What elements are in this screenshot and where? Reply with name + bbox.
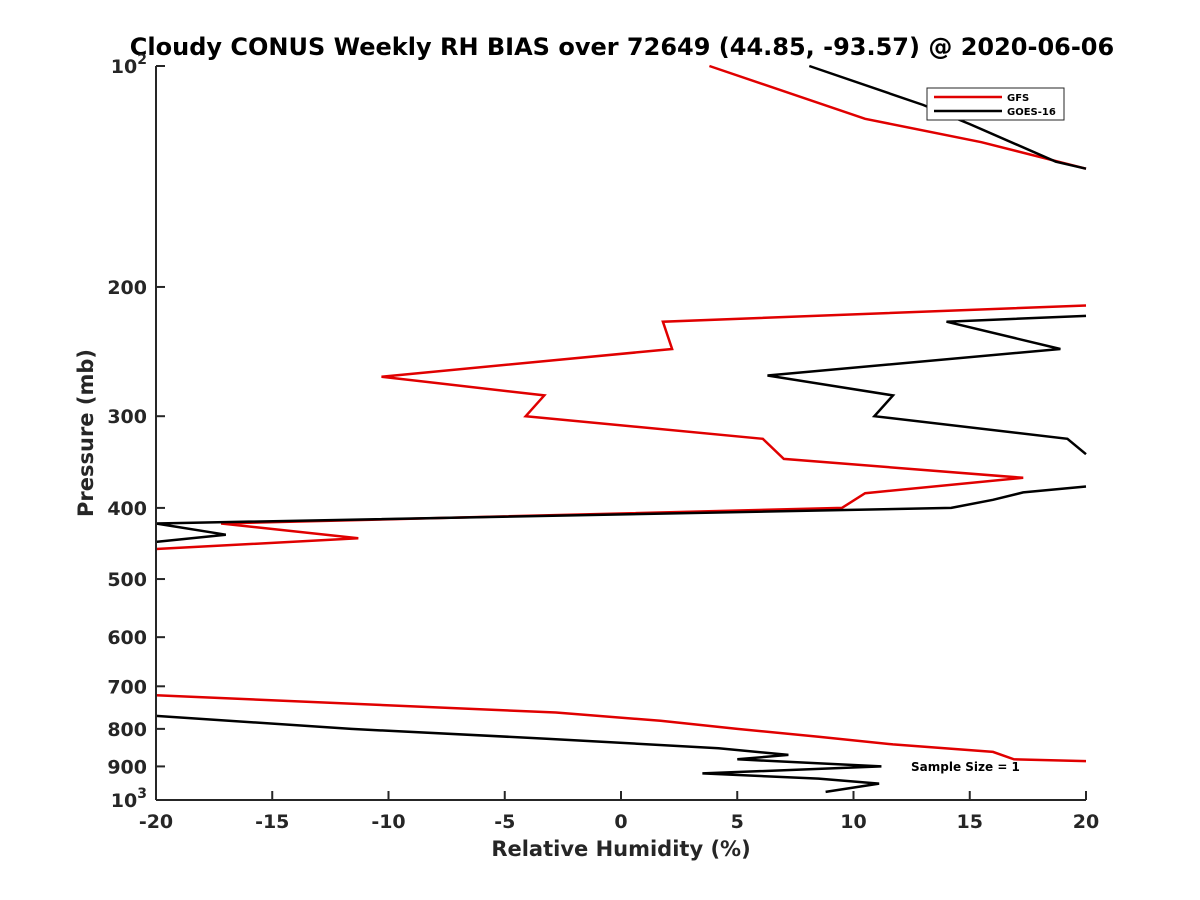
series-line-gfs-seg-0 <box>708 64 1087 170</box>
legend-box <box>926 87 1065 121</box>
series-line-goes16-seg-2 <box>155 485 1087 544</box>
sample-size-annotation: Sample Size = 1 <box>911 760 1020 774</box>
legend-label-goes16: GOES-16 <box>1007 107 1056 118</box>
y-axis-label: Pressure (mb) <box>74 349 98 517</box>
series-line-goes16-seg-0 <box>808 64 1087 170</box>
series-layer <box>155 64 1087 794</box>
series-line-goes16-seg-3 <box>155 714 882 794</box>
chart-title: Cloudy CONUS Weekly RH BIAS over 72649 (… <box>130 33 1114 61</box>
x-tick-label: 5 <box>731 811 744 833</box>
y-tick-label: 900 <box>107 756 147 778</box>
y-tick-label: 103 <box>111 786 147 812</box>
legend: GFS GOES-16 <box>926 87 1065 121</box>
y-tick-label: 400 <box>107 498 147 520</box>
x-axis-label: Relative Humidity (%) <box>491 837 750 861</box>
legend-label-gfs: GFS <box>1007 93 1029 104</box>
x-tick-label: 20 <box>1073 811 1099 833</box>
series-line-gfs-seg-2 <box>155 694 1087 763</box>
y-tick-label: 800 <box>107 719 147 741</box>
x-tick-label: 15 <box>957 811 983 833</box>
x-tick-label: -20 <box>139 811 173 833</box>
y-tick-label: 600 <box>107 627 147 649</box>
x-tick-label: 0 <box>614 811 627 833</box>
x-tick-label: -10 <box>371 811 405 833</box>
y-ticks: 102 200 300 400 500 600 700 800 900 103 <box>107 52 165 812</box>
plot-area <box>156 66 1086 800</box>
x-ticks: -20 -15 -10 -5 0 5 10 15 20 <box>139 791 1099 833</box>
y-tick-label: 200 <box>107 277 147 299</box>
x-tick-label: -5 <box>494 811 515 833</box>
y-tick-label: 300 <box>107 406 147 428</box>
series-line-goes16-seg-1 <box>767 314 1087 456</box>
x-tick-label: 10 <box>840 811 866 833</box>
y-tick-label: 102 <box>111 52 147 78</box>
y-tick-label: 700 <box>107 676 147 698</box>
x-tick-label: -15 <box>255 811 289 833</box>
y-tick-label: 500 <box>107 569 147 591</box>
